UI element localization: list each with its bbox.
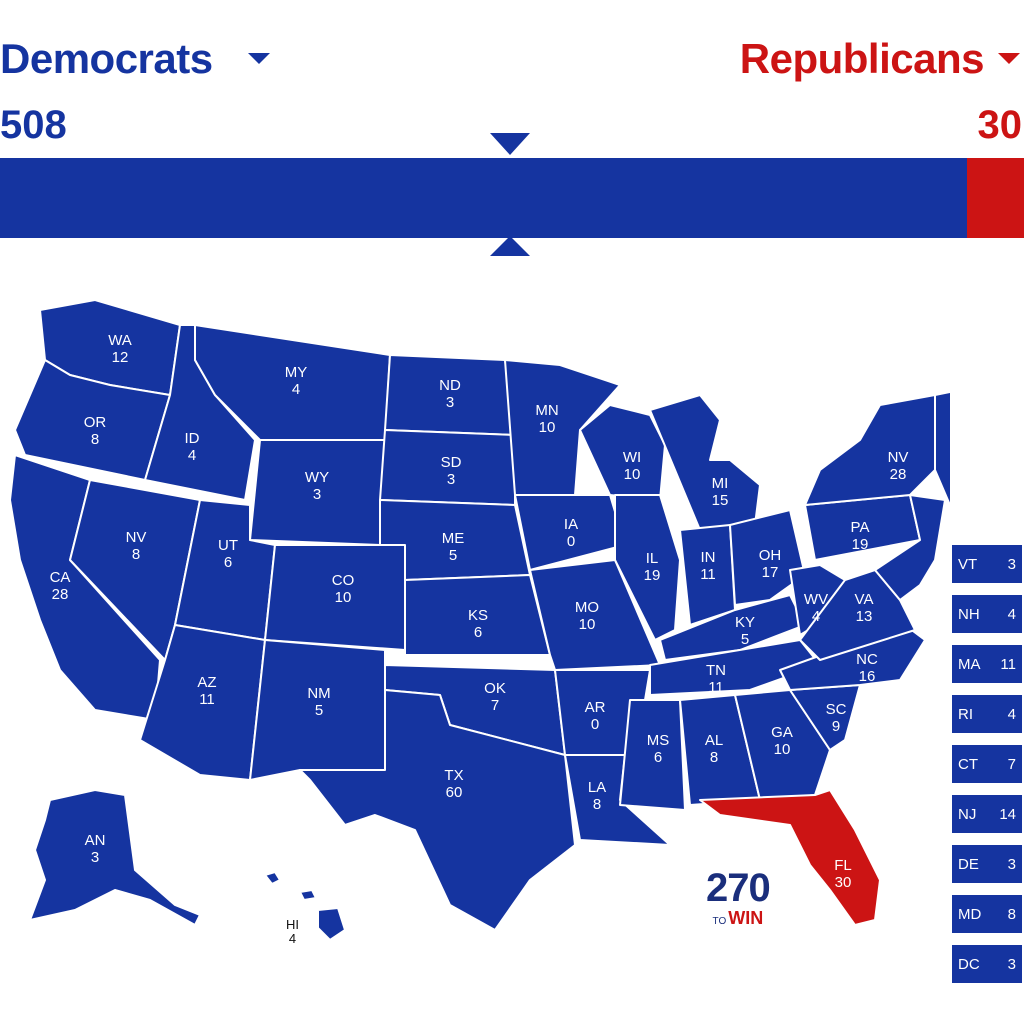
state-label-AZ: AZ 11 (197, 674, 216, 708)
small-state-votes: 8 (1007, 905, 1016, 923)
state-label-MY: MY 4 (285, 364, 308, 398)
state-label-GA: GA 10 (771, 724, 793, 758)
small-state-abbr: NH (958, 605, 980, 623)
state-label-MO: MO 10 (575, 599, 599, 633)
state-label-UT: UT 6 (218, 537, 238, 571)
state-label-LA: LA 8 (588, 779, 606, 813)
state-label-AN: AN 3 (85, 832, 106, 866)
small-state-abbr: MA (958, 655, 981, 673)
state-LA[interactable] (564, 754, 671, 846)
state-label-NC: NC 16 (856, 651, 878, 685)
small-state-RI[interactable]: RI 4 (952, 695, 1022, 733)
electoral-vote-bar (0, 158, 1024, 238)
state-HI[interactable] (264, 871, 346, 941)
state-label-TN: TN 11 (706, 662, 726, 696)
state-label-WV: WV 4 (804, 591, 828, 625)
small-state-DC[interactable]: DC 3 (952, 945, 1022, 983)
small-state-abbr: DC (958, 955, 980, 973)
small-states-list: VT 3 NH 4 MA 11 RI 4 CT 7 NJ 14 DE 3 MD 8 DC 3 (952, 545, 1022, 995)
state-label-IN: IN 11 (700, 549, 716, 583)
state-AK[interactable] (29, 789, 201, 926)
small-state-abbr: RI (958, 705, 973, 723)
state-MS[interactable] (619, 699, 686, 811)
small-state-votes: 4 (1007, 705, 1016, 723)
state-MI[interactable] (649, 394, 761, 531)
small-state-abbr: MD (958, 905, 982, 923)
small-state-NJ[interactable]: NJ 14 (952, 795, 1022, 833)
mid-atlantic-states[interactable] (874, 494, 946, 601)
small-state-votes: 4 (1007, 605, 1016, 623)
state-label-ND: ND 3 (439, 377, 461, 411)
state-label-AL: AL 8 (705, 732, 723, 766)
democrats-dropdown[interactable]: Democrats (0, 35, 213, 82)
small-state-abbr: DE (958, 855, 979, 873)
caret-down-icon[interactable] (998, 53, 1020, 64)
state-TX[interactable] (299, 689, 576, 931)
state-label-TX: TX 60 (444, 767, 463, 801)
state-GA[interactable] (734, 689, 831, 801)
state-label-OR: OR 8 (84, 414, 107, 448)
small-state-votes: 14 (999, 805, 1016, 823)
state-label-WA: WA 12 (108, 332, 132, 366)
state-IL[interactable] (614, 494, 681, 641)
state-label-FL: FL 30 (834, 857, 852, 891)
us-map: WA 12 OR 8 CA 28 ID 4 NV 8 UT 6 AZ 11 MY 4 WY 3 CO 10 NM 5 ND 3… (9, 299, 950, 941)
state-label-CO: CO 10 (332, 572, 355, 606)
state-MO[interactable] (529, 559, 661, 671)
small-state-abbr: NJ (958, 805, 977, 823)
republicans-dropdown[interactable]: Republicans (739, 35, 985, 82)
state-label-WY: WY 3 (305, 469, 329, 503)
small-state-votes: 3 (1007, 555, 1016, 573)
republicans-total: 30 (977, 103, 1023, 147)
state-label-MI: MI 15 (712, 475, 729, 509)
state-label-MN: MN 10 (535, 402, 558, 436)
small-state-abbr: CT (958, 755, 978, 773)
threshold-marker-top-icon (490, 133, 530, 155)
state-label-ME: ME 5 (442, 530, 465, 564)
state-label-OK: OK 7 (484, 680, 506, 714)
state-label-CA: CA 28 (50, 569, 71, 603)
state-label-SD: SD 3 (441, 454, 462, 488)
democrats-bar-fill (0, 158, 967, 238)
state-OH[interactable] (729, 509, 806, 606)
new-england-states[interactable] (934, 390, 950, 506)
small-state-abbr: VT (958, 555, 978, 573)
state-label-IA: IA 0 (564, 516, 578, 550)
small-state-votes: 3 (1007, 955, 1016, 973)
small-state-NH[interactable]: NH 4 (952, 595, 1022, 633)
democrats-total: 508 (0, 103, 67, 147)
state-label-SC: SC 9 (826, 701, 847, 735)
state-label-ID: ID 4 (185, 430, 200, 464)
state-FL[interactable] (699, 789, 881, 926)
state-label-WI: WI 10 (623, 449, 641, 483)
state-label-HI: HI 4 (286, 917, 299, 946)
small-state-votes: 3 (1007, 855, 1016, 873)
state-label-IL: IL 19 (644, 550, 661, 584)
small-state-votes: 11 (1000, 655, 1016, 673)
state-label-MS: MS 6 (647, 732, 670, 766)
small-state-DE[interactable]: DE 3 (952, 845, 1022, 883)
270-to-win-logo[interactable]: 270 TO WIN (706, 866, 771, 928)
small-state-votes: 7 (1007, 755, 1016, 773)
state-label-NM: NM 5 (307, 685, 330, 719)
state-label-NV: NV 28 (888, 449, 909, 483)
state-label-KS: KS 6 (468, 607, 488, 641)
small-state-MA[interactable]: MA 11 (952, 645, 1022, 683)
threshold-marker-bottom-icon (490, 236, 530, 256)
state-label-VA: VA 13 (855, 591, 874, 625)
state-label-KY: KY 5 (735, 614, 755, 648)
small-state-CT[interactable]: CT 7 (952, 745, 1022, 783)
small-state-VT[interactable]: VT 3 (952, 545, 1022, 583)
state-NV-2[interactable] (804, 394, 936, 506)
state-label-OH: OH 17 (759, 547, 782, 581)
caret-down-icon[interactable] (248, 53, 270, 64)
state-label-AR: AR 0 (585, 699, 606, 733)
state-label-PA: PA 19 (851, 519, 870, 553)
small-state-MD[interactable]: MD 8 (952, 895, 1022, 933)
state-label-NV: NV 8 (126, 529, 147, 563)
